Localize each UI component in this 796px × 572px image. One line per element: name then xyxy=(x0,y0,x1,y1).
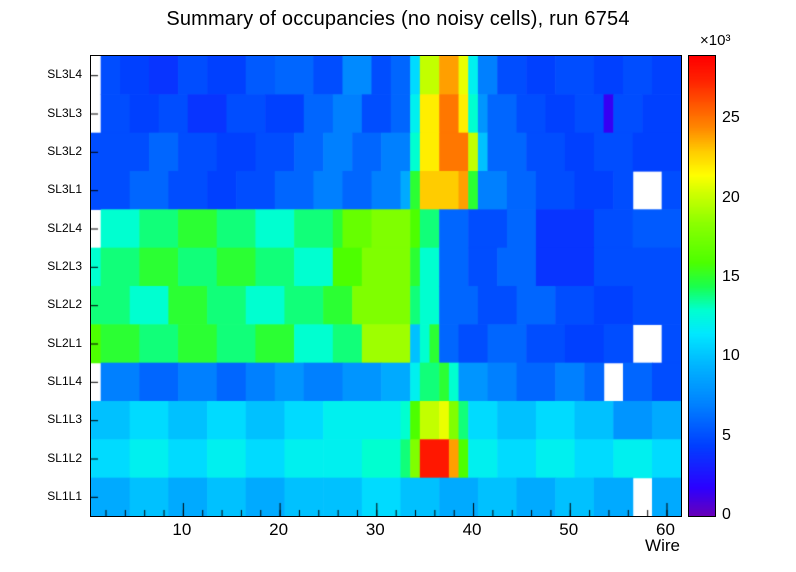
x-tick-30: 30 xyxy=(365,520,385,539)
y-label-sl2l1: SL2L1 xyxy=(47,335,82,350)
y-label-sl1l1: SL1L1 xyxy=(47,488,82,503)
y-label-sl3l3: SL3L3 xyxy=(47,105,82,120)
x-tick-50: 50 xyxy=(559,520,579,539)
colorbar-tick-10: 10 xyxy=(722,347,740,365)
y-label-sl2l4: SL2L4 xyxy=(47,220,82,235)
colorbar-gradient xyxy=(689,56,715,516)
plot-area xyxy=(90,55,682,517)
x-axis-title: Wire xyxy=(645,536,680,555)
x-tick-60: 60 xyxy=(656,520,675,539)
y-label-sl3l2: SL3L2 xyxy=(47,143,82,158)
y-label-sl3l4: SL3L4 xyxy=(47,67,82,82)
chart-title: Summary of occupancies (no noisy cells),… xyxy=(166,8,630,30)
x-tick-20: 20 xyxy=(269,520,289,539)
y-label-sl1l3: SL1L3 xyxy=(47,412,82,427)
x-tick-10: 10 xyxy=(172,520,192,539)
colorbar-tick-25: 25 xyxy=(722,109,740,127)
x-tick-40: 40 xyxy=(462,520,482,539)
colorbar-tick-0: 0 xyxy=(722,506,731,523)
colorbar-exponent: ×10³ xyxy=(700,32,731,49)
y-label-sl2l3: SL2L3 xyxy=(47,258,82,273)
colorbar-tick-15: 15 xyxy=(722,268,740,286)
heatmap xyxy=(91,56,681,516)
colorbar-tick-20: 20 xyxy=(722,188,740,206)
y-label-sl2l2: SL2L2 xyxy=(47,297,82,312)
colorbar-tick-5: 5 xyxy=(722,426,731,444)
y-label-sl3l1: SL3L1 xyxy=(47,182,82,197)
y-label-sl1l2: SL1L2 xyxy=(47,450,82,465)
colorbar xyxy=(688,55,716,517)
y-label-sl1l4: SL1L4 xyxy=(47,373,82,388)
